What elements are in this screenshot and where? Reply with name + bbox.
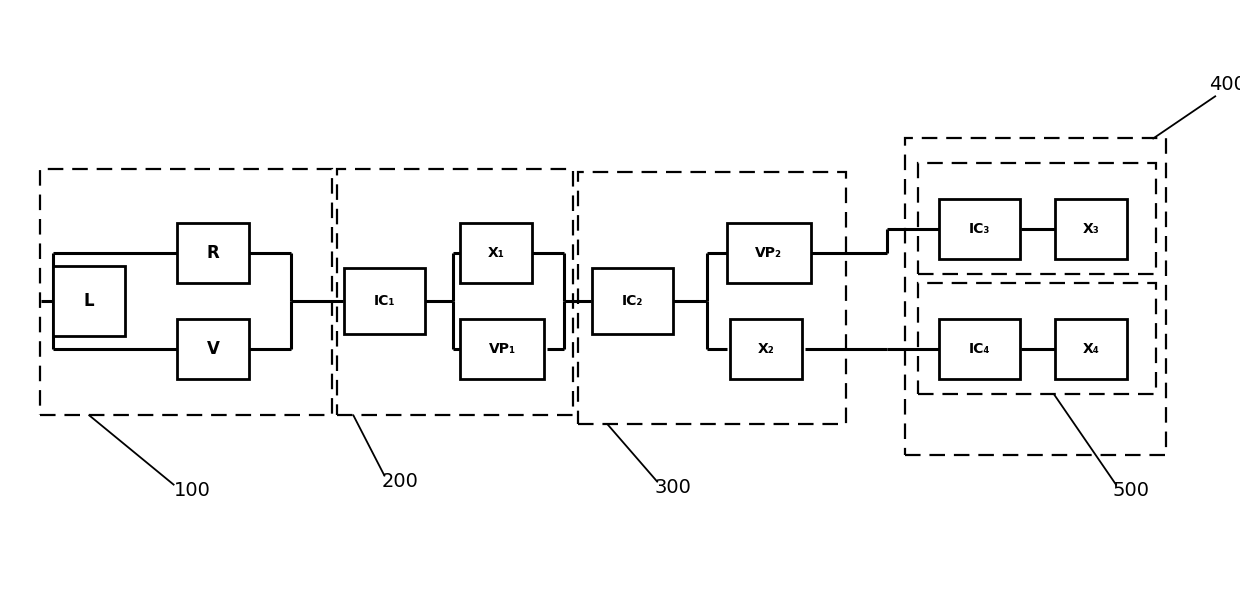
Bar: [460, 319, 544, 379]
Bar: [177, 223, 249, 283]
Bar: [940, 319, 1019, 379]
Bar: [177, 319, 249, 379]
Text: X₃: X₃: [1083, 222, 1100, 236]
Text: 100: 100: [174, 481, 211, 500]
Bar: [343, 268, 424, 334]
Text: IC₃: IC₃: [968, 222, 991, 236]
Bar: [727, 223, 811, 283]
Bar: [905, 138, 1166, 455]
Text: IC₁: IC₁: [373, 294, 396, 308]
Bar: [460, 223, 532, 283]
Text: 500: 500: [1112, 481, 1149, 500]
Text: X₂: X₂: [758, 342, 775, 356]
Text: 400: 400: [1209, 75, 1240, 94]
Text: R: R: [207, 244, 219, 262]
Bar: [730, 319, 802, 379]
Text: VP₂: VP₂: [755, 246, 782, 260]
Bar: [40, 169, 332, 415]
Text: 200: 200: [382, 472, 419, 491]
Bar: [940, 199, 1019, 259]
Text: VP₁: VP₁: [489, 342, 516, 356]
Bar: [53, 266, 125, 336]
Bar: [1055, 199, 1127, 259]
Bar: [1055, 319, 1127, 379]
Text: IC₂: IC₂: [621, 294, 644, 308]
Text: IC₄: IC₄: [968, 342, 991, 356]
Text: L: L: [84, 292, 94, 310]
Bar: [593, 268, 672, 334]
Text: 300: 300: [655, 478, 692, 497]
Text: V: V: [207, 340, 219, 358]
Bar: [918, 163, 1156, 274]
Bar: [337, 169, 573, 415]
Text: X₄: X₄: [1083, 342, 1100, 356]
Text: X₁: X₁: [487, 246, 505, 260]
Bar: [918, 283, 1156, 394]
Bar: [578, 172, 846, 424]
